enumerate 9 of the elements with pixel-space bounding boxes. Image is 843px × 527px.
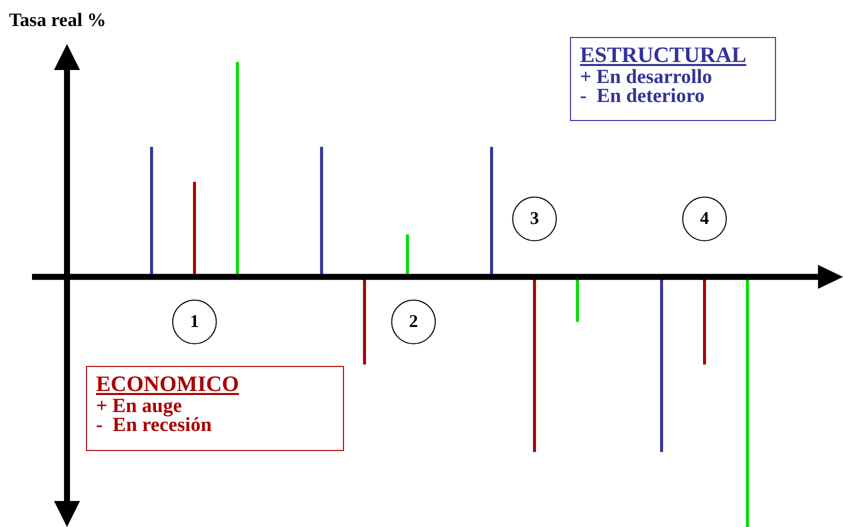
annotation: ESTRUCTURAL + En desarrollo - En deterioro (580, 42, 748, 107)
x-tick-label: 4 (700, 208, 709, 228)
y-axis-title: Tasa real % (9, 10, 106, 31)
note-box: ECONOMICO + En auge - En recesión (86, 366, 344, 451)
annotation: ECONOMICO + En auge - En recesión (96, 371, 240, 436)
note-box: ESTRUCTURAL + En desarrollo - En deterioro (570, 37, 776, 121)
x-tick-label: 1 (190, 310, 199, 331)
x-tick-label: 3 (530, 208, 539, 228)
x-tick-label: 2 (409, 310, 418, 331)
